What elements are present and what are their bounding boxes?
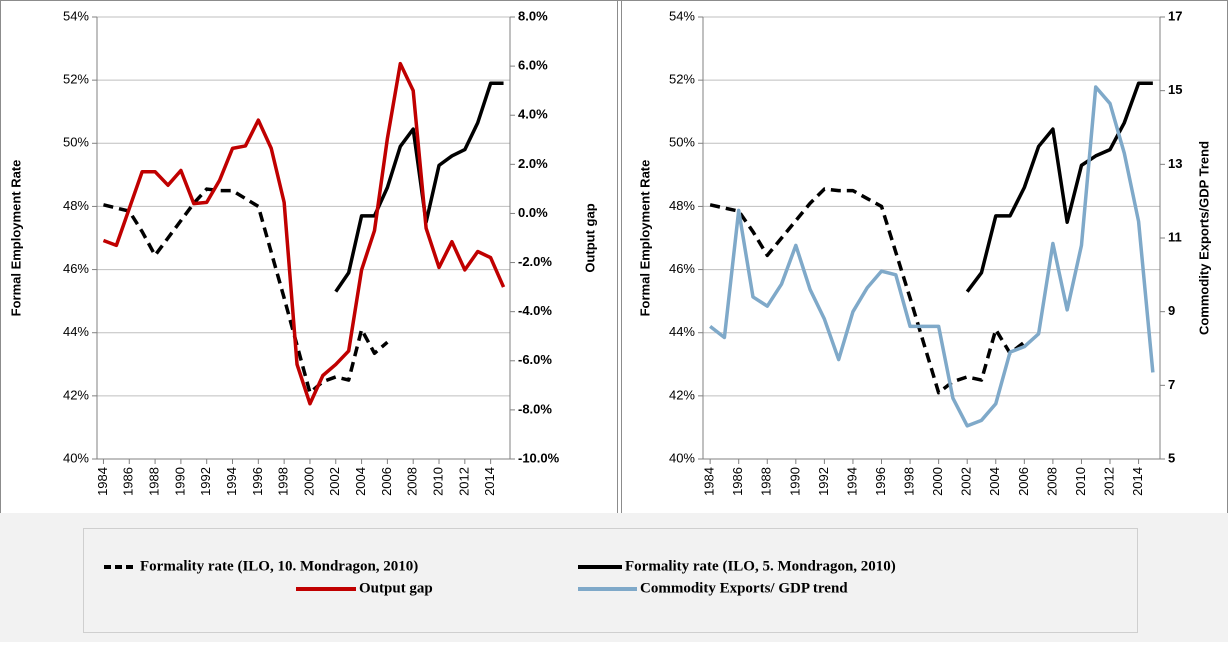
y-tick-label: 40% [63,450,89,465]
y-tick-label: 40% [669,450,695,465]
y-tick-label: 46% [63,261,89,276]
x-tick-label: 2008 [1044,467,1059,496]
y2-axis-title: Output gap [582,203,597,272]
y-tick-label: 42% [63,387,89,402]
series-line [334,81,504,293]
x-tick-label: 1990 [172,467,187,496]
y2-tick-label: 13 [1168,156,1182,171]
x-tick-label: 2010 [1073,467,1088,496]
y2-tick-label: 7 [1168,377,1175,392]
legend-label: Output gap [359,580,433,596]
y-tick-label: 50% [669,135,695,150]
x-tick-label: 1998 [276,467,291,496]
x-tick-label: 1986 [121,467,136,496]
legend-label: Formality rate (ILO, 5. Mondragon, 2010) [625,558,896,574]
y2-tick-label: 0.0% [518,205,548,220]
y2-tick-label: 6.0% [518,58,548,73]
y2-tick-label: -6.0% [518,352,552,367]
x-tick-label: 2008 [405,467,420,496]
x-tick-label: 1994 [844,467,859,496]
y2-tick-label: -2.0% [518,254,552,269]
x-tick-label: 1994 [224,467,239,496]
x-tick-label: 2006 [379,467,394,496]
y2-tick-label: 11 [1168,229,1182,244]
y-tick-label: 54% [63,8,89,23]
y2-tick-label: 2.0% [518,156,548,171]
x-tick-label: 1992 [816,467,831,496]
legend-label: Formality rate (ILO, 10. Mondragon, 2010… [140,558,418,574]
x-tick-label: 2000 [301,467,316,496]
x-tick-label: 2004 [987,467,1002,496]
y2-tick-label: 8.0% [518,8,548,23]
y2-tick-label: 5 [1168,450,1175,465]
series-line [103,187,389,395]
y-tick-label: 48% [63,198,89,213]
y2-tick-label: 15 [1168,82,1182,97]
x-tick-label: 2014 [482,467,497,496]
y-tick-label: 48% [669,198,695,213]
series-line [102,61,506,406]
legend-label: Commodity Exports/ GDP trend [640,580,848,596]
y2-tick-label: 17 [1168,8,1182,23]
x-tick-label: 2012 [456,467,471,496]
y2-axis-title: Commodity Exports/GDP Trend [1196,141,1211,335]
x-tick-label: 1998 [902,467,917,496]
x-tick-label: 1984 [95,467,110,496]
x-tick-label: 1992 [198,467,213,496]
x-tick-label: 1986 [730,467,745,496]
x-tick-label: 1988 [147,467,162,496]
series-line [965,81,1153,293]
x-tick-label: 1990 [787,467,802,496]
x-tick-label: 2002 [327,467,342,496]
y2-tick-label: 4.0% [518,107,548,122]
y-tick-label: 52% [63,72,89,87]
x-tick-label: 1984 [702,467,717,496]
x-tick-label: 2012 [1101,467,1116,496]
y-tick-label: 44% [63,324,89,339]
x-tick-label: 2002 [959,467,974,496]
x-tick-label: 2004 [353,467,368,496]
y-tick-label: 42% [669,387,695,402]
series-line [709,187,1026,395]
y2-tick-label: -10.0% [518,450,560,465]
series-line [709,85,1155,428]
x-tick-label: 1996 [250,467,265,496]
legend-box [83,528,1138,633]
y-tick-label: 54% [669,8,695,23]
y2-tick-label: -8.0% [518,401,552,416]
y-tick-label: 46% [669,261,695,276]
x-tick-label: 2000 [930,467,945,496]
x-tick-label: 1996 [873,467,888,496]
y2-tick-label: -4.0% [518,303,552,318]
y-tick-label: 52% [669,72,695,87]
y-tick-label: 44% [669,324,695,339]
y-tick-label: 50% [63,135,89,150]
y-axis-title: Formal Employment Rate [637,160,652,317]
x-tick-label: 1988 [759,467,774,496]
x-tick-label: 2014 [1130,467,1145,496]
y2-tick-label: 9 [1168,303,1175,318]
x-tick-label: 2006 [1016,467,1031,496]
y-axis-title: Formal Employment Rate [8,160,23,317]
x-tick-label: 2010 [430,467,445,496]
